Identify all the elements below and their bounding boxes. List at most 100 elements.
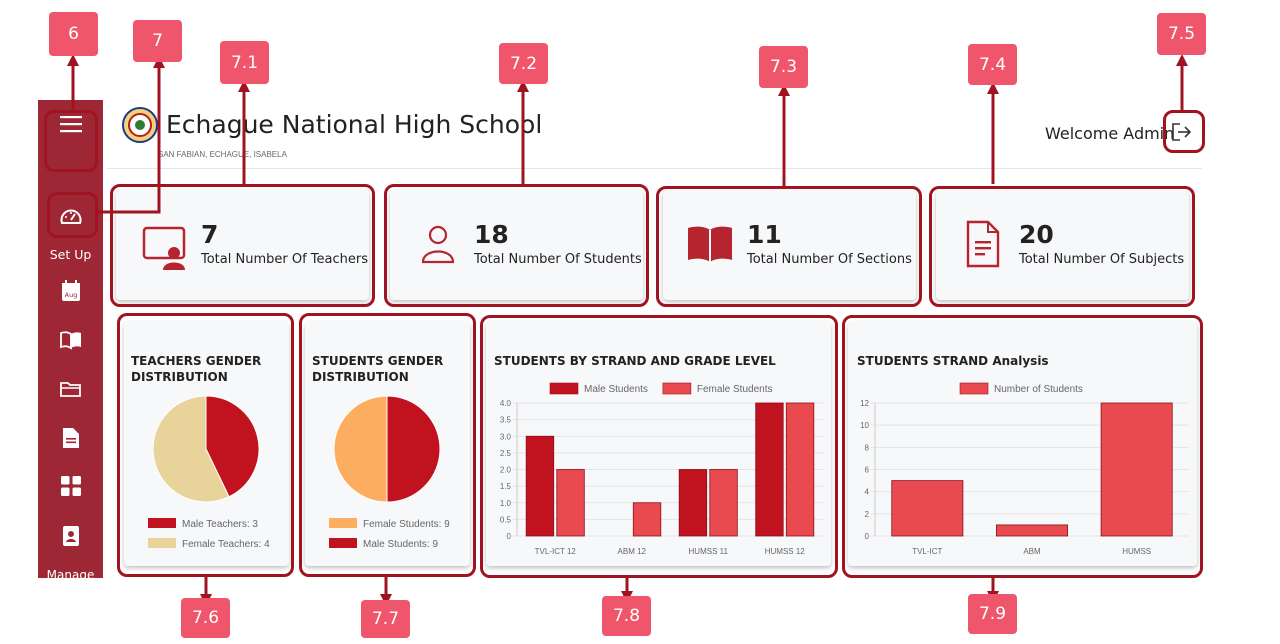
x-tick-label: ABM 12: [618, 547, 647, 556]
highlight-7-2: [384, 184, 649, 307]
subjects-label: Total Number Of Subjects: [1019, 252, 1185, 267]
legend-swatch-0: [959, 382, 989, 395]
bar-humss-0: [1100, 402, 1173, 537]
callout-7-9: 7.9: [968, 594, 1017, 634]
legend-swatch-1: [329, 518, 357, 528]
x-tick-label: HUMSS: [1122, 547, 1151, 556]
logout-button[interactable]: [1171, 122, 1193, 147]
y-tick-label: 1.5: [500, 482, 512, 491]
grid-nav-button[interactable]: [38, 476, 103, 496]
bar-tvl-ict-0: [891, 480, 964, 537]
strand-grade-chart: 0 0.5 1.0 1.5 2.0 2.5 3.0 3.5 4.0 Male Students Fe…: [500, 382, 823, 556]
menu-button[interactable]: [38, 114, 103, 134]
folder-nav-button[interactable]: [38, 380, 103, 398]
strand-analysis-card: STUDENTS STRAND Analysis 0 2 4 6 8 10 12 Number…: [848, 322, 1197, 566]
sidebar: Set Up Aug: [38, 100, 103, 582]
document-icon: [966, 220, 1000, 268]
strand-analysis-chart: 0 2 4 6 8 10 12 Number of Students TVL-ICT ABM HUM…: [860, 382, 1189, 556]
x-tick-label: HUMSS 11: [689, 547, 729, 556]
y-tick-label: 12: [860, 399, 869, 408]
subjects-count: 20: [1019, 220, 1054, 249]
y-tick-label: 3.5: [500, 416, 512, 425]
legend-label-0: Male Students: [584, 384, 648, 395]
school-seal-icon: [122, 107, 158, 143]
x-tick-label: HUMSS 12: [765, 547, 806, 556]
bar-tvl-ict-12-1: [556, 469, 585, 537]
students-gender-card: STUDENTS GENDER DISTRIBUTION Female Stud…: [305, 322, 470, 566]
x-tick-label: TVL-ICT: [912, 547, 942, 556]
y-tick-label: 6: [865, 466, 870, 475]
teachers-gender-pie: Male Teachers: 3 Female Teachers: 4: [148, 395, 270, 550]
menu-icon: [59, 116, 82, 133]
legend-swatch-0: [549, 382, 579, 395]
legend-swatch-1: [148, 538, 176, 548]
highlight-7-6: [117, 313, 294, 577]
pie-slice-1: [333, 395, 388, 503]
id-card-icon: [62, 526, 79, 546]
stat-card-students: 18 Total Number Of Students: [390, 190, 643, 300]
y-tick-label: 0: [865, 532, 870, 541]
callout-7-8: 7.8: [602, 596, 651, 636]
legend-label-1: Female Students: [697, 384, 773, 395]
bar-tvl-ict-12-0: [525, 435, 555, 537]
setup-label[interactable]: Set Up: [49, 247, 92, 262]
legend-swatch-1: [662, 382, 692, 395]
book-icon: [688, 226, 732, 262]
students-label: Total Number Of Students: [474, 252, 642, 267]
school-address: SAN FABIAN, ECHAGUE, ISABELA: [158, 150, 287, 159]
highlight-7-5: [1163, 110, 1205, 153]
book-icon: [59, 331, 81, 350]
y-tick-label: 2: [865, 510, 870, 519]
strand-grade-card: STUDENTS BY STRAND AND GRADE LEVEL 0 0.5 1…: [486, 322, 831, 566]
legend-label-0: Male Teachers: 3: [182, 519, 258, 530]
students-gender-pie: Female Students: 9 Male Students: 9: [329, 395, 450, 550]
y-tick-label: 0.5: [500, 515, 512, 524]
y-tick-label: 4.0: [500, 399, 512, 408]
dashboard-button[interactable]: [38, 206, 103, 226]
welcome-text: Welcome Admin: [1045, 124, 1175, 143]
highlight-7-7: [299, 313, 476, 577]
bar-humss-12-0: [755, 402, 784, 537]
grid-icon: [60, 476, 81, 496]
dashboard-icon: [60, 209, 81, 224]
pie-slice-0: [386, 395, 441, 503]
pie-slice-1: [152, 395, 230, 503]
callout-7-7: 7.7: [361, 600, 410, 638]
legend-label-1: Female Teachers: 4: [182, 539, 270, 550]
teachers-gender-title: TEACHERS GENDER DISTRIBUTION: [131, 354, 262, 384]
teachers-label: Total Number Of Teachers: [201, 252, 368, 267]
students-count: 18: [474, 220, 509, 249]
bar-abm-0: [996, 524, 1068, 537]
teachers-gender-card: TEACHERS GENDER DISTRIBUTION Male Teache…: [124, 322, 289, 566]
callout-7: 7: [133, 20, 182, 62]
document-nav-button[interactable]: [38, 427, 103, 449]
legend-swatch-0: [148, 518, 176, 528]
header-divider: [107, 168, 1202, 169]
sections-count: 11: [747, 220, 782, 249]
id-card-nav-button[interactable]: [38, 525, 103, 547]
bar-abm-12-1: [632, 502, 662, 537]
school-logo: [122, 107, 158, 148]
calendar-button[interactable]: Aug: [38, 280, 103, 302]
y-tick-label: 0: [507, 532, 512, 541]
legend-swatch-0: [329, 538, 357, 548]
document-icon: [62, 428, 79, 448]
strand-grade-title: STUDENTS BY STRAND AND GRADE LEVEL: [494, 354, 776, 368]
book-nav-button[interactable]: [38, 330, 103, 350]
x-tick-label: ABM: [1023, 547, 1041, 556]
y-tick-label: 4: [865, 488, 870, 497]
callout-6: 6: [49, 12, 98, 56]
stat-card-subjects: 20 Total Number Of Subjects: [936, 190, 1189, 300]
y-tick-label: 2.0: [500, 466, 512, 475]
manage-label[interactable]: Manage: [46, 568, 95, 582]
y-tick-label: 1.0: [500, 499, 512, 508]
highlight-7-4: [929, 186, 1195, 307]
teacher-icon: [142, 226, 186, 270]
strand-analysis-title: STUDENTS STRAND Analysis: [857, 354, 1049, 368]
folder-icon: [59, 382, 81, 397]
callout-7-6: 7.6: [181, 598, 230, 638]
y-tick-label: 8: [865, 443, 870, 452]
pie-slice-0: [205, 395, 260, 498]
school-name: Echague National High School: [166, 110, 543, 139]
y-tick-label: 2.5: [500, 449, 512, 458]
